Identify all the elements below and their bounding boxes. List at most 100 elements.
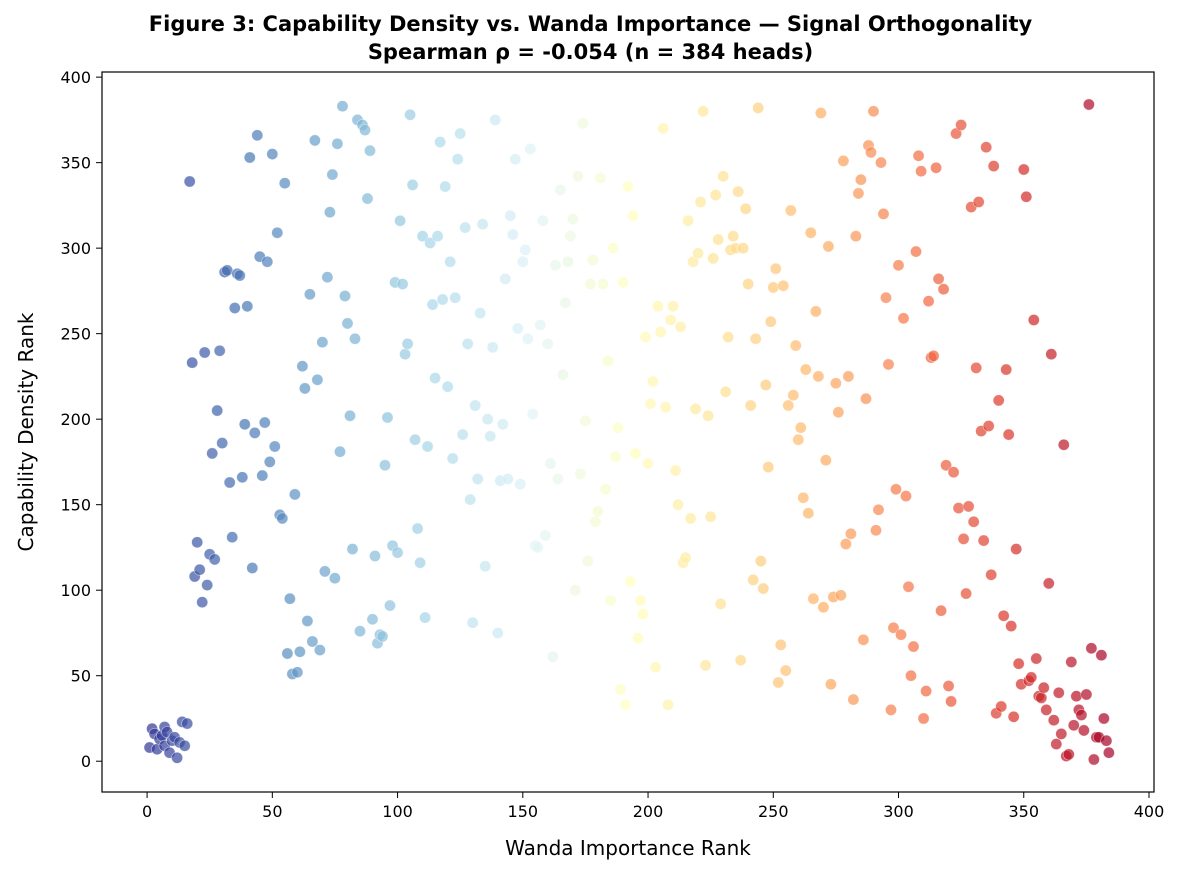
data-point [582,555,594,567]
data-point [531,541,544,554]
data-point [1052,686,1065,699]
data-point [301,615,314,627]
data-point [321,271,334,284]
data-point [707,252,720,265]
data-point [208,553,221,566]
data-point [519,243,532,256]
data-point [1100,734,1113,747]
data-point [930,161,942,174]
data-point [243,151,256,164]
data-point [714,598,727,610]
data-point [171,751,183,764]
data-point [391,546,404,559]
data-point [381,411,394,424]
data-point [549,259,562,272]
data-point [577,117,589,130]
data-point [446,452,459,465]
data-point [554,184,567,196]
data-point [1037,681,1050,694]
data-point [865,146,877,159]
data-point [399,348,411,361]
data-point [454,127,467,140]
data-point [810,305,822,318]
data-point [977,534,990,547]
data-point [206,447,219,460]
data-point [742,278,755,290]
data-point [481,413,494,426]
data-point [379,459,391,472]
data-point [702,409,715,422]
data-point [496,418,509,431]
data-point [617,276,629,289]
data-point [797,491,810,504]
data-point [258,416,271,429]
data-point [887,621,900,634]
data-point [627,209,639,222]
data-point [995,700,1008,713]
data-point [201,579,214,591]
data-point [734,654,747,667]
data-point [288,488,301,501]
data-point [762,461,775,473]
x-tick-label: 300 [883,802,914,821]
data-point [639,331,652,343]
data-point [429,372,441,384]
data-point [1065,656,1078,668]
data-point [211,404,224,417]
data-point [947,466,960,479]
data-point [872,503,885,516]
data-point [875,156,887,169]
data-point [769,262,782,275]
data-point [592,505,604,518]
data-point [955,119,967,131]
y-tick-label: 400 [60,68,91,87]
data-point [544,457,557,470]
data-point [880,291,892,304]
data-point [589,515,602,528]
data-point [817,601,830,614]
data-point [945,695,957,708]
x-tick-label: 150 [508,802,539,821]
data-point [439,180,452,193]
data-point [1027,314,1040,326]
data-point [624,575,637,588]
chart-title: Figure 3: Capability Density vs. Wanda I… [148,12,1033,36]
data-point [369,550,381,562]
data-point [619,698,632,711]
data-point [1088,753,1100,766]
data-point [622,180,634,193]
data-point [1017,163,1030,176]
data-point [336,100,349,113]
data-point [597,278,609,290]
data-point [787,389,800,402]
data-point [832,406,845,419]
data-point [895,628,907,641]
data-point [411,522,424,535]
y-tick-label: 50 [71,667,91,686]
data-point [794,421,807,434]
x-tick-label: 100 [382,802,413,821]
data-point [932,272,945,285]
data-point [940,459,952,472]
data-point [419,611,431,624]
data-point [521,332,534,345]
data-point [196,596,209,609]
data-point [191,536,204,549]
data-point [376,630,389,643]
data-point [1012,657,1025,670]
x-axis-label: Wanda Importance Rank [505,836,751,860]
data-point [268,440,281,453]
data-point [835,589,847,602]
data-point [394,214,406,227]
data-point [912,149,925,162]
data-point [401,337,414,350]
data-point [213,344,226,357]
data-point [900,490,912,502]
data-point [414,556,426,569]
data-point [216,437,229,449]
data-point [1030,652,1043,665]
data-point [241,300,254,313]
data-point [183,175,196,188]
data-point [967,515,980,528]
